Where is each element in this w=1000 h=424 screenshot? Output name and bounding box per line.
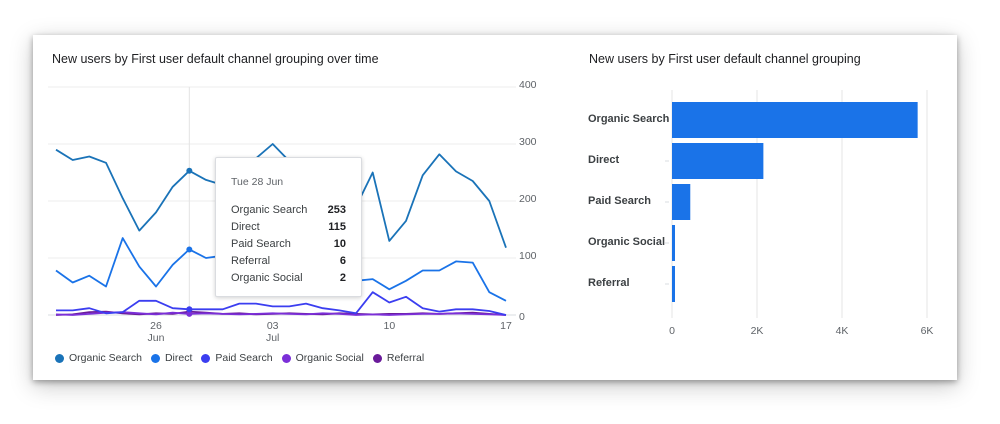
tooltip-row-value: 6	[339, 255, 346, 267]
tooltip-row-label: Paid Search	[231, 238, 291, 250]
tooltip-date: Tue 28 Jun	[231, 176, 284, 188]
y-axis-tick-label: 100	[519, 250, 537, 262]
legend-item-organic-social[interactable]: Organic Social	[281, 352, 364, 364]
legend-dot-icon	[55, 353, 64, 363]
y-axis-tick-label: 200	[519, 193, 537, 205]
bar-referral[interactable]	[672, 266, 675, 302]
legend-label: Organic Search	[69, 352, 142, 364]
tooltip-row-label: Organic Social	[231, 272, 303, 284]
tooltip-row: Organic Search 253	[231, 204, 346, 216]
x-axis-tick-label: 26 Jun	[147, 320, 165, 344]
tooltip-row-value: 10	[333, 238, 346, 250]
legend-label: Referral	[386, 352, 425, 364]
tooltip-row: Referral 6	[231, 255, 346, 267]
hover-point-marker	[186, 310, 193, 317]
legend-dot-icon	[150, 353, 160, 363]
y-axis-tick-label: 400	[519, 79, 537, 91]
legend-dot-icon	[372, 353, 382, 363]
legend-dot-icon	[281, 353, 291, 363]
bar-x-axis-tick-label: 6K	[920, 325, 934, 337]
bar-chart[interactable]	[33, 35, 957, 380]
legend-label: Direct	[164, 352, 193, 364]
bar-x-axis-tick-label: 0	[669, 325, 675, 337]
report-card: New users by First user default channel …	[33, 35, 957, 380]
tooltip-row-label: Direct	[231, 221, 260, 233]
tooltip-row: Paid Search 10	[231, 238, 346, 250]
bar-category-label: Organic Search	[588, 113, 670, 125]
x-axis-tick-label: 17	[500, 320, 512, 332]
legend-item-organic-search[interactable]: Organic Search	[55, 352, 142, 364]
tooltip-row-label: Organic Search	[231, 204, 308, 216]
tooltip-row-label: Referral	[231, 255, 271, 267]
chart-tooltip: Tue 28 Jun Organic Search 253 Direct 115 P…	[215, 157, 362, 297]
series-line-organic-social[interactable]	[55, 311, 507, 316]
bar-organic-social[interactable]	[672, 225, 675, 261]
hover-point-marker	[186, 246, 193, 253]
bar-x-axis-tick-label: 2K	[750, 325, 764, 337]
bar-x-axis-tick-label: 4K	[835, 325, 849, 337]
x-axis-tick-label: 10	[383, 320, 396, 332]
bar-organic-search[interactable]	[672, 102, 918, 138]
legend-item-referral[interactable]: Referral	[372, 352, 425, 364]
bar-category-label: Referral	[588, 277, 630, 289]
tooltip-row: Direct 115	[231, 221, 346, 233]
series-line-organic-search[interactable]	[55, 143, 507, 249]
tooltip-row-value: 253	[327, 204, 346, 216]
bar-category-label: Direct	[588, 154, 620, 166]
tooltip-row: Organic Social 2	[231, 272, 346, 284]
bar-paid-search[interactable]	[672, 184, 691, 220]
bar-category-label: Paid Search	[588, 195, 651, 207]
tooltip-row-value: 115	[328, 221, 346, 233]
legend-label: Organic Social	[295, 352, 364, 364]
legend-item-direct[interactable]: Direct	[150, 352, 193, 364]
hover-point-marker	[186, 306, 193, 313]
bar-category-label: Organic Social	[588, 236, 666, 248]
line-chart-legend: Organic Search Direct Paid Search Organi…	[55, 352, 424, 364]
y-axis-tick-label: 300	[519, 136, 537, 148]
series-line-paid-search[interactable]	[56, 291, 507, 316]
line-chart[interactable]	[33, 35, 957, 380]
legend-dot-icon	[201, 353, 211, 363]
legend-item-paid-search[interactable]: Paid Search	[201, 352, 273, 364]
bar-direct[interactable]	[672, 143, 764, 179]
y-axis-tick-label: 0	[519, 311, 525, 323]
bar-chart-title: New users by First user default channel …	[589, 52, 861, 66]
hover-point-marker	[186, 167, 193, 174]
line-chart-title: New users by First user default channel …	[52, 52, 379, 66]
x-axis-tick-label: 03 Jul	[265, 320, 280, 344]
tooltip-row-value: 2	[339, 272, 346, 284]
legend-label: Paid Search	[215, 352, 273, 364]
